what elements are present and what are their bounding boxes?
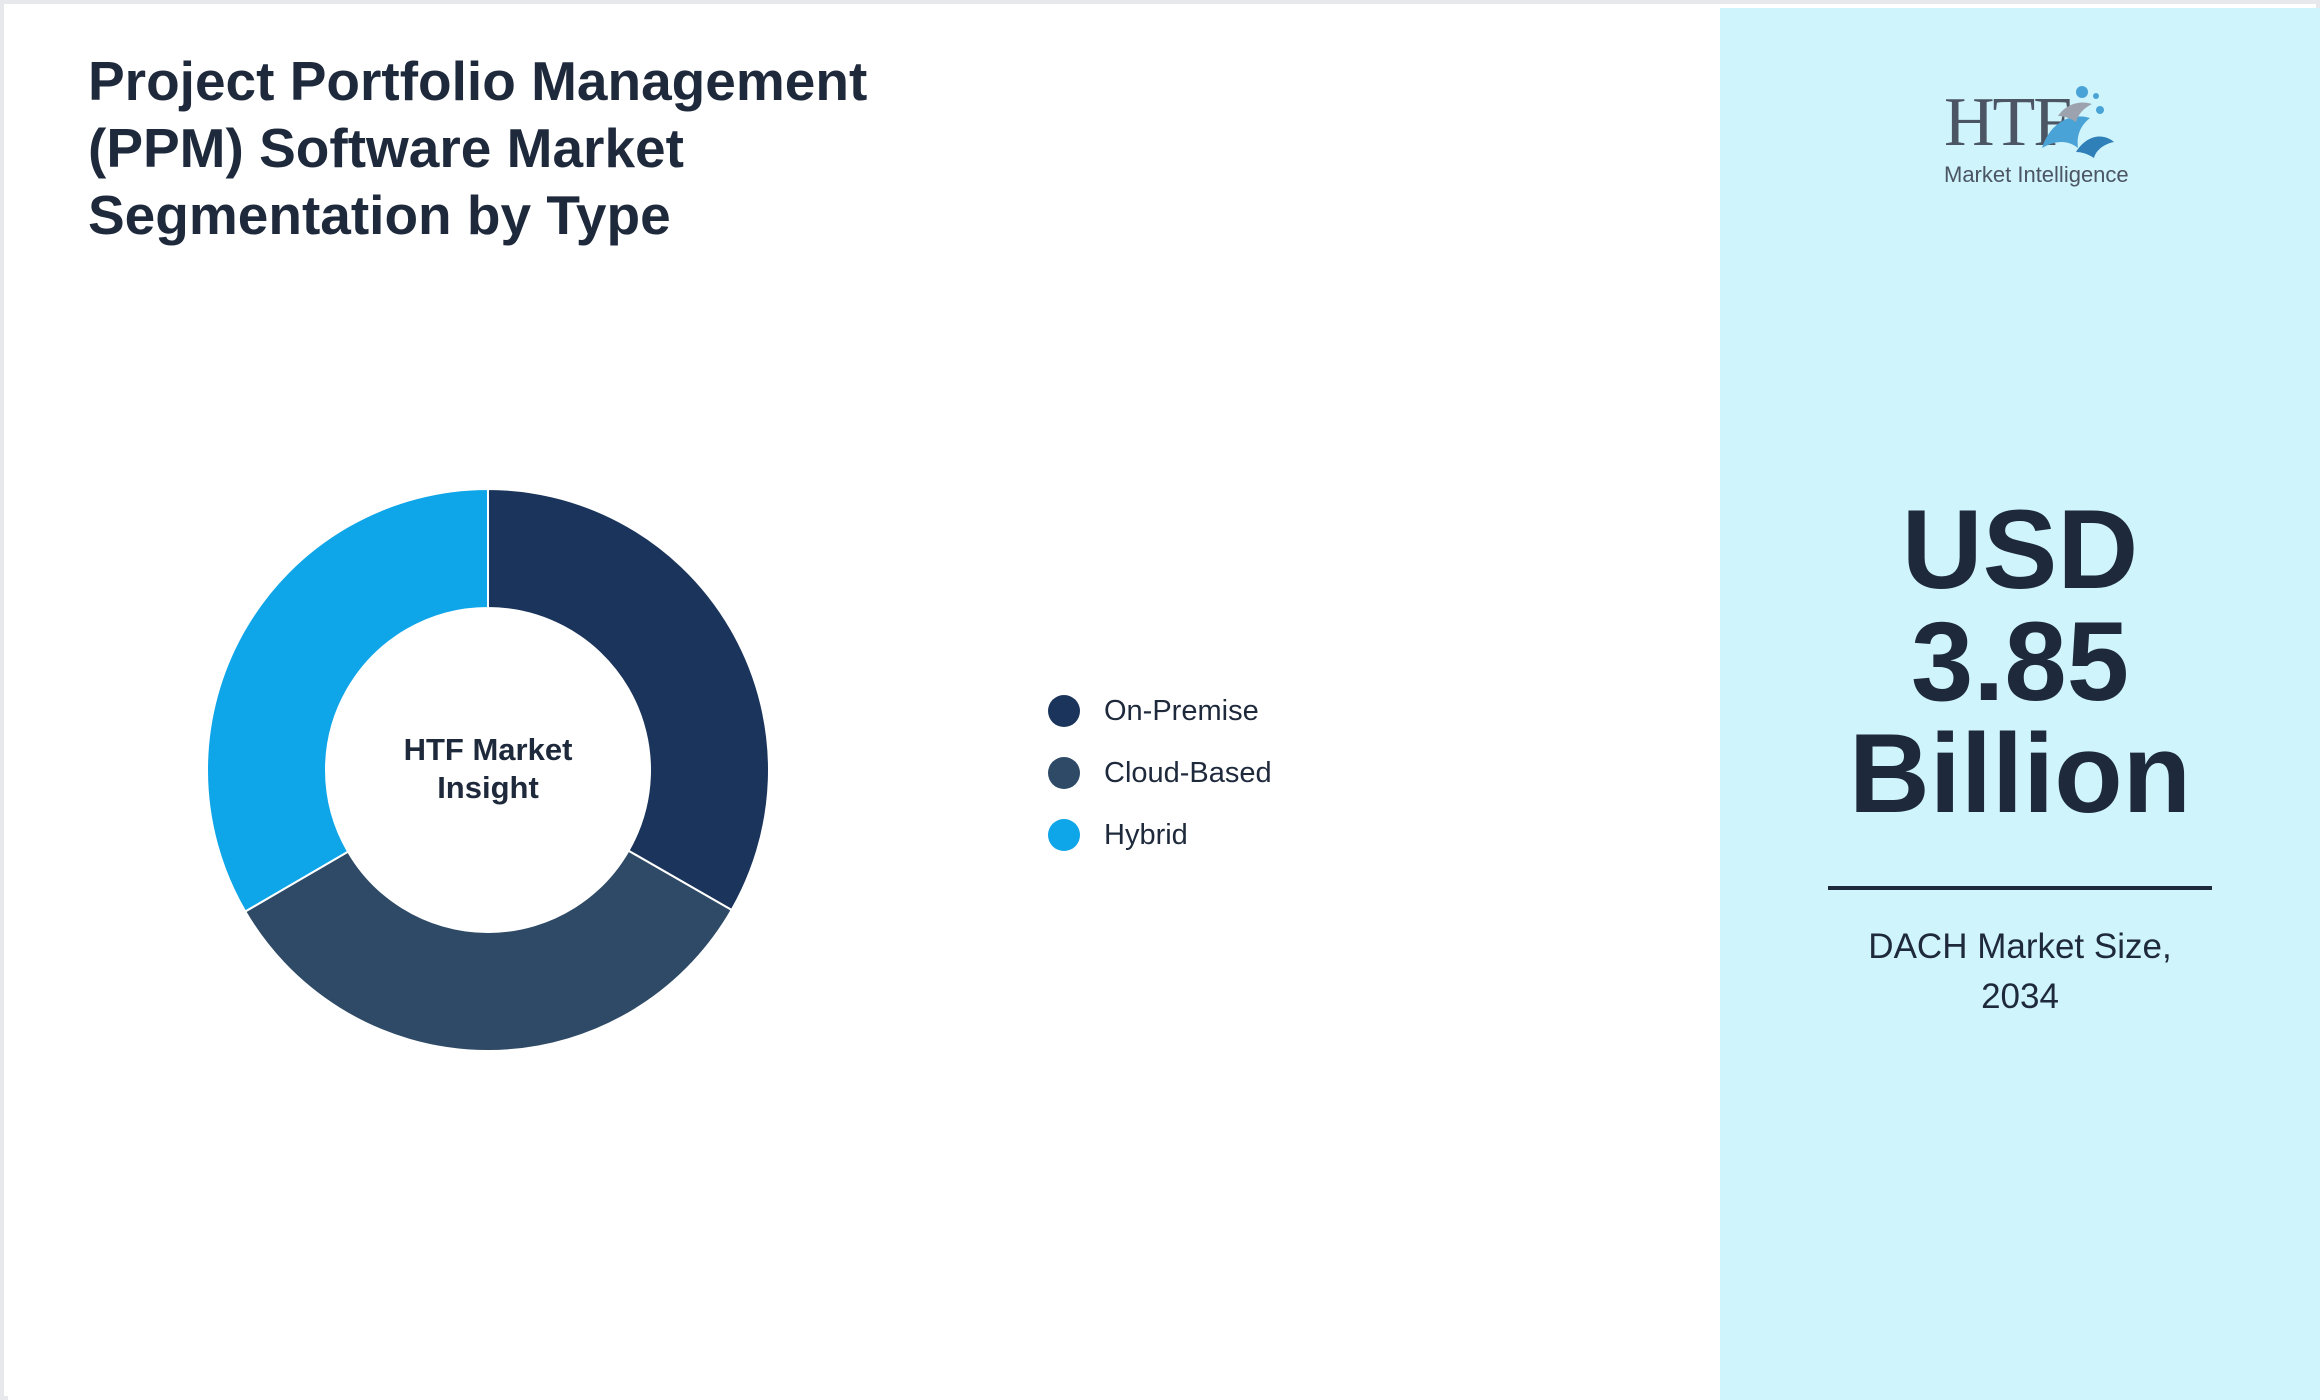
legend-swatch xyxy=(1048,695,1080,727)
logo-tagline: Market Intelligence xyxy=(1944,162,2129,187)
logo-wordmark: HTF xyxy=(1944,84,2072,161)
donut-slice-on-premise xyxy=(487,487,770,912)
donut-center-label-line-2: Insight xyxy=(437,770,539,805)
legend-swatch xyxy=(1048,819,1080,851)
market-size-caption: DACH Market Size, 2034 xyxy=(1720,922,2320,1022)
divider-line xyxy=(1828,886,2212,890)
legend-item-cloud-based: Cloud-Based xyxy=(1048,756,1272,790)
legend-item-hybrid: Hybrid xyxy=(1048,818,1272,852)
market-size-value: USD 3.85 Billion xyxy=(1720,494,2320,830)
chart-legend: On-Premise Cloud-Based Hybrid xyxy=(1048,694,1272,880)
legend-label: Hybrid xyxy=(1104,818,1188,851)
legend-swatch xyxy=(1048,757,1080,789)
company-logo: HTF Market Intelligence xyxy=(1920,80,2129,200)
legend-label: On-Premise xyxy=(1104,694,1259,727)
legend-item-on-premise: On-Premise xyxy=(1048,694,1272,728)
donut-slice-cloud-based xyxy=(243,849,734,1052)
donut-slices xyxy=(206,487,770,1052)
donut-slice-hybrid xyxy=(206,487,489,913)
caption-line-2: 2034 xyxy=(1981,977,2059,1016)
logo-dolphin-icon xyxy=(2042,86,2114,158)
chart-panel: Project Portfolio Management (PPM) Softw… xyxy=(8,8,1720,1400)
chart-title: Project Portfolio Management (PPM) Softw… xyxy=(88,50,868,246)
market-size-panel: HTF Market Intelligence USD 3.85 Billion… xyxy=(1720,8,2320,1400)
market-size-number: 3.85 xyxy=(1911,599,2129,724)
market-size-currency: USD xyxy=(1901,487,2139,612)
donut-chart: HTF Market Insight xyxy=(206,487,770,1052)
caption-line-1: DACH Market Size, xyxy=(1868,927,2172,966)
legend-label: Cloud-Based xyxy=(1104,756,1272,789)
donut-center-label-line-1: HTF Market xyxy=(404,732,573,767)
market-size-unit: Billion xyxy=(1848,711,2192,836)
